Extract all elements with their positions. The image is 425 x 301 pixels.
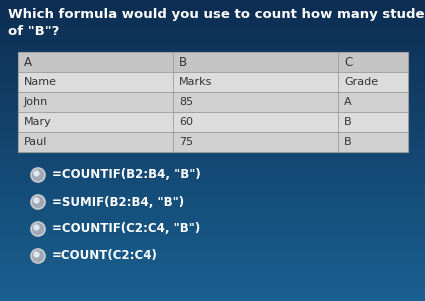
Text: =COUNTIF(C2:C4, "B"): =COUNTIF(C2:C4, "B") — [52, 222, 200, 235]
Text: 85: 85 — [179, 97, 193, 107]
Circle shape — [31, 168, 45, 182]
Bar — [18, 92, 408, 112]
Circle shape — [33, 224, 40, 231]
Text: B: B — [344, 117, 351, 127]
Bar — [18, 112, 408, 132]
Text: Paul: Paul — [24, 137, 47, 147]
Text: John: John — [24, 97, 48, 107]
Text: Mary: Mary — [24, 117, 52, 127]
Text: B: B — [344, 137, 351, 147]
Text: Marks: Marks — [179, 77, 212, 87]
Text: A: A — [24, 55, 32, 69]
Text: B: B — [179, 55, 187, 69]
Text: of "B"?: of "B"? — [8, 25, 60, 38]
Text: Which formula would you use to count how many students have a grade: Which formula would you use to count how… — [8, 8, 425, 21]
Bar — [18, 52, 408, 72]
Text: A: A — [344, 97, 351, 107]
Circle shape — [33, 170, 40, 177]
Text: Name: Name — [24, 77, 57, 87]
Bar — [18, 52, 408, 152]
Bar — [18, 132, 408, 152]
Circle shape — [31, 222, 45, 236]
Text: 60: 60 — [179, 117, 193, 127]
Circle shape — [31, 249, 45, 263]
Text: 75: 75 — [179, 137, 193, 147]
Text: =SUMIF(B2:B4, "B"): =SUMIF(B2:B4, "B") — [52, 196, 184, 209]
Text: Grade: Grade — [344, 77, 378, 87]
Text: C: C — [344, 55, 352, 69]
Circle shape — [33, 251, 40, 258]
Text: =COUNTIF(B2:B4, "B"): =COUNTIF(B2:B4, "B") — [52, 169, 201, 182]
Circle shape — [31, 195, 45, 209]
Text: =COUNT(C2:C4): =COUNT(C2:C4) — [52, 250, 158, 262]
Bar — [18, 72, 408, 92]
Circle shape — [33, 197, 40, 204]
